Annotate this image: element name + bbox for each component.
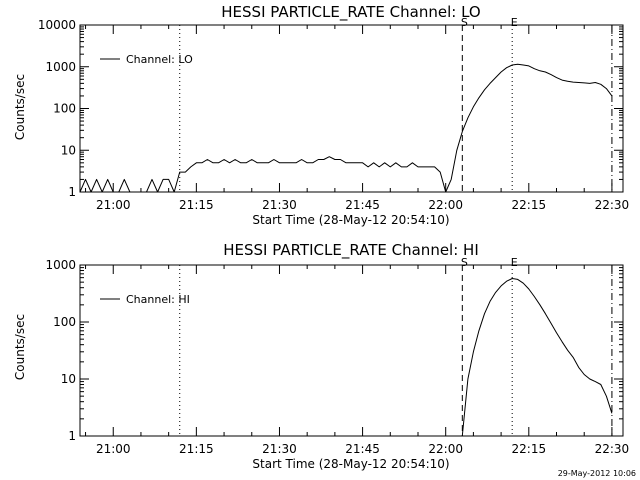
hi-chart-title: HESSI PARTICLE_RATE Channel: HI <box>223 241 479 260</box>
lo-x-tick-label: 21:30 <box>262 198 297 212</box>
lo-series-line <box>79 63 613 193</box>
lo-y-axis-label: Counts/sec <box>13 74 27 140</box>
hi-y-axis-label: Counts/sec <box>13 314 27 380</box>
hi-y-tick-label: 100 <box>53 315 76 329</box>
lo-channel-panel: HESSI PARTICLE_RATE Channel: LO Counts/s… <box>13 3 629 227</box>
hi-x-tick-label: 22:30 <box>595 442 630 456</box>
lo-x-tick-label: 22:00 <box>428 198 463 212</box>
lo-marker-label: E <box>511 16 518 29</box>
hi-x-tick-label: 21:30 <box>262 442 297 456</box>
lo-chart-title: HESSI PARTICLE_RATE Channel: LO <box>221 3 480 22</box>
hi-y-tick-label: 1000 <box>45 258 76 272</box>
lo-x-tick-label: 21:15 <box>179 198 214 212</box>
lo-x-tick-label: 21:00 <box>96 198 131 212</box>
hi-x-axis-label: Start Time (28-May-12 20:54:10) <box>252 457 449 471</box>
lo-x-tick-label: 22:15 <box>512 198 547 212</box>
hi-plot-frame <box>79 264 624 437</box>
hi-marker-label: E <box>511 256 518 269</box>
timestamp: 29-May-2012 10:06 <box>558 469 636 478</box>
lo-plot-frame <box>79 24 624 193</box>
hi-x-tick-label: 21:45 <box>345 442 380 456</box>
lo-x-tick-label: 21:45 <box>345 198 380 212</box>
hi-legend-label: Channel: HI <box>126 293 190 306</box>
hi-channel-panel: HESSI PARTICLE_RATE Channel: HI Counts/s… <box>13 241 629 471</box>
lo-y-tick-label: 1000 <box>45 60 76 74</box>
hi-y-tick-label: 1 <box>68 429 76 443</box>
hi-x-tick-label: 21:15 <box>179 442 214 456</box>
hi-x-tick-label: 22:15 <box>512 442 547 456</box>
hi-x-tick-label: 21:00 <box>96 442 131 456</box>
hi-x-tick-label: 22:00 <box>428 442 463 456</box>
lo-y-tick-label: 10000 <box>38 18 76 32</box>
hi-y-tick-label: 10 <box>61 372 76 386</box>
lo-marker-label: S <box>461 16 468 29</box>
lo-y-tick-label: 1 <box>68 185 76 199</box>
lo-x-tick-label: 22:30 <box>595 198 630 212</box>
lo-y-tick-label: 100 <box>53 102 76 116</box>
lo-x-axis-label: Start Time (28-May-12 20:54:10) <box>252 213 449 227</box>
lo-legend-label: Channel: LO <box>126 53 193 66</box>
lo-y-tick-label: 10 <box>61 143 76 157</box>
hi-marker-label: S <box>461 256 468 269</box>
hi-series-line <box>461 278 613 437</box>
